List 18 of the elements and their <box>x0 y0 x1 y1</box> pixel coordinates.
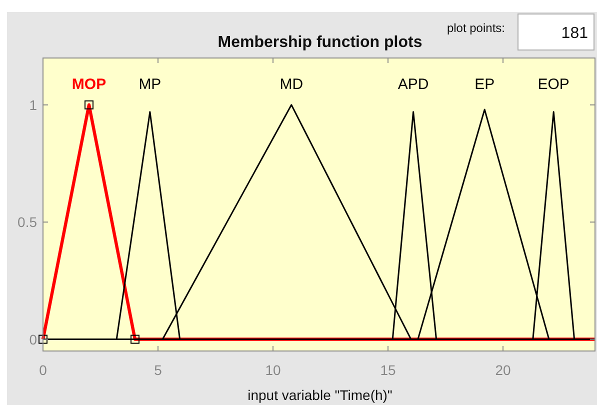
x-tick-label: 15 <box>380 362 396 378</box>
x-axis-title: input variable "Time(h)" <box>248 387 392 403</box>
y-tick-label: 0.5 <box>18 214 38 230</box>
x-tick-label: 20 <box>495 362 511 378</box>
text: plot points: <box>446 21 505 35</box>
series-label: EP <box>474 76 495 93</box>
text: 181 <box>561 25 588 42</box>
y-tick-label: 1 <box>29 96 38 113</box>
series-label: MD <box>280 76 304 93</box>
x-tick-label: 0 <box>39 362 48 378</box>
x-tick-label: 5 <box>154 362 162 378</box>
x-tick-label: 10 <box>265 362 281 378</box>
series-label: APD <box>398 76 429 93</box>
chart-title: Membership function plots <box>218 34 422 51</box>
y-tick-label: 0 <box>29 331 38 348</box>
series-label: MOP <box>72 76 106 93</box>
series-label: MP <box>138 76 162 93</box>
series-label: EOP <box>538 76 570 93</box>
